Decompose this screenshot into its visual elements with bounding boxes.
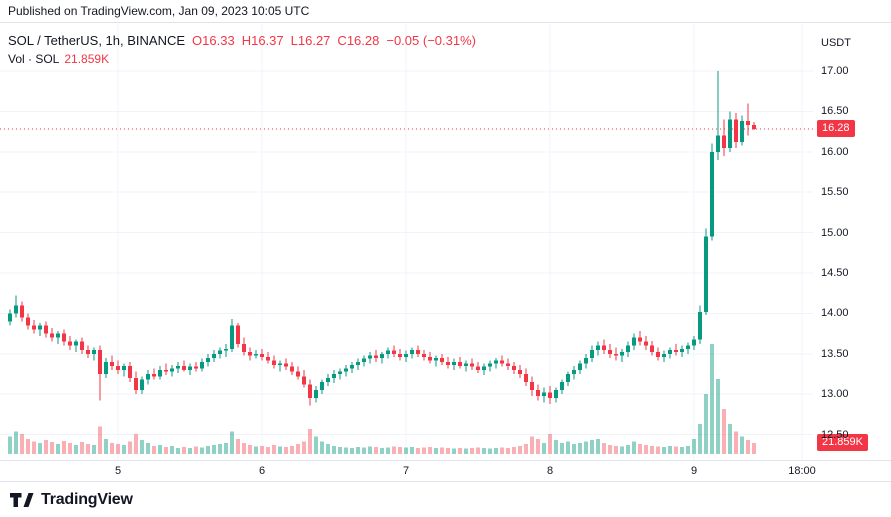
price-tick-label: 12.50	[821, 428, 849, 441]
price-tick-label: 14.50	[821, 267, 849, 279]
last-price-badge: 16.28	[817, 120, 855, 138]
published-caption: Published on TradingView.com, Jan 09, 20…	[8, 4, 310, 18]
price-tick-label: 13.00	[821, 388, 849, 401]
time-tick-label: 18:00	[788, 465, 816, 477]
tradingview-logo[interactable]: TradingView	[10, 491, 133, 509]
chart-area: SOL / TetherUS, 1h, BINANCE O16.33 H16.37 L…	[0, 24, 891, 481]
volume-bars	[8, 344, 756, 454]
time-tick-label: 6	[258, 465, 266, 477]
price-tick-label: 14.00	[821, 307, 849, 320]
price-axis-currency: USDT	[821, 37, 851, 49]
price-tick-label: 16.50	[821, 105, 849, 118]
price-tick-label: 17.00	[821, 65, 849, 77]
volume-badge: 21.859K	[817, 434, 868, 452]
price-axis[interactable]: USDT 16.28 21.859K 17.00 16.50 16.00 15.50 1…	[813, 24, 891, 460]
price-tick-label: 16.00	[821, 145, 849, 158]
time-tick-label: 8	[546, 465, 554, 477]
tradingview-logo-text: TradingView	[41, 490, 133, 508]
tradingview-logo-icon	[10, 492, 34, 508]
published-bar: Published on TradingView.com, Jan 09, 20…	[0, 0, 891, 23]
time-tick-label: 7	[402, 465, 410, 477]
price-tick-label: 15.00	[821, 226, 849, 239]
time-tick-label: 9	[690, 465, 698, 477]
candles	[8, 71, 756, 406]
footer-bar: TradingView	[0, 481, 891, 517]
candlestick-chart[interactable]	[0, 24, 813, 460]
grid-lines	[0, 24, 813, 460]
price-tick-label: 15.50	[821, 186, 849, 199]
time-tick-label: 5	[114, 465, 122, 477]
price-tick-label: 13.50	[821, 347, 849, 360]
time-axis[interactable]: 5 6 7 8 9 18:00	[0, 460, 891, 481]
